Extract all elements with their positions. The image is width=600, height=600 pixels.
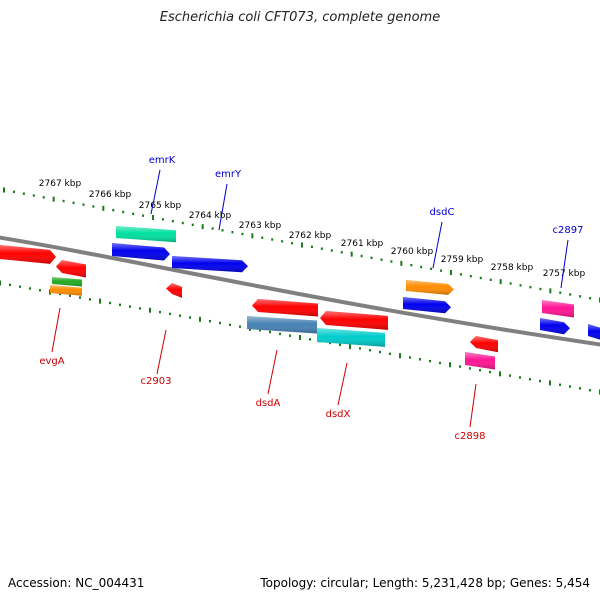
bottom-strand-gene-feature[interactable] xyxy=(56,260,86,278)
kbp-tick-label: 2766 kbp xyxy=(89,190,132,200)
bottom-gene-label[interactable]: c2903 xyxy=(141,376,172,387)
kbp-tick-label: 2762 kbp xyxy=(289,231,332,241)
kbp-tick-label: 2765 kbp xyxy=(139,201,182,211)
top-strand-gene-feature[interactable] xyxy=(406,280,454,295)
genome-summary: Topology: circular; Length: 5,231,428 bp… xyxy=(260,576,590,590)
top-leader-line xyxy=(560,239,569,289)
bottom-strand-gene-feature[interactable] xyxy=(247,316,317,334)
tick-ring-inner xyxy=(0,280,600,395)
top-strand-gene-feature[interactable] xyxy=(588,324,600,340)
bottom-leader-line xyxy=(337,362,348,406)
map-title: Escherichia coli CFT073, complete genome xyxy=(159,10,441,25)
gene-leader-lines xyxy=(51,169,569,428)
bottom-strand-gene-feature[interactable] xyxy=(320,311,388,330)
bottom-gene-label[interactable]: evgA xyxy=(39,356,64,367)
gene-label-group: emrK emrY dsdC c2897 evgA c2903 dsdA dsdX c2898 xyxy=(39,155,583,442)
top-leader-line xyxy=(150,169,161,215)
top-gene-label[interactable]: c2897 xyxy=(553,225,584,236)
top-leader-line xyxy=(218,183,228,231)
kbp-label-group: 2767 kbp 2766 kbp 2765 kbp 2764 kbp 2763 kbp… xyxy=(39,179,586,279)
top-gene-label[interactable]: emrY xyxy=(215,169,242,180)
bottom-leader-line xyxy=(267,349,278,395)
kbp-tick-label: 2760 kbp xyxy=(391,247,434,257)
tick-ring-outer xyxy=(3,187,600,303)
bottom-strand-gene-feature[interactable] xyxy=(470,336,498,353)
kbp-tick-label: 2758 kbp xyxy=(491,263,534,273)
gene-feature-group xyxy=(0,226,600,370)
bottom-gene-label[interactable]: dsdA xyxy=(256,398,281,409)
kbp-tick-label: 2767 kbp xyxy=(39,179,82,189)
bottom-gene-label[interactable]: dsdX xyxy=(326,409,351,420)
bottom-gene-label[interactable]: c2898 xyxy=(455,431,486,442)
bottom-leader-line xyxy=(51,307,61,353)
kbp-tick-label: 2761 kbp xyxy=(341,239,384,249)
top-gene-label[interactable]: emrK xyxy=(149,155,176,166)
bottom-strand-gene-feature[interactable] xyxy=(166,283,182,298)
bottom-strand-gene-feature[interactable] xyxy=(0,245,56,264)
top-strand-gene-feature[interactable] xyxy=(403,297,451,314)
top-strand-gene-feature[interactable] xyxy=(172,256,248,273)
top-strand-gene-feature[interactable] xyxy=(540,318,570,335)
accession-label: Accession: NC_004431 xyxy=(8,576,145,590)
bottom-leader-line xyxy=(469,383,477,428)
top-leader-line xyxy=(432,221,443,269)
bottom-strand-gene-feature[interactable] xyxy=(50,285,82,296)
top-strand-gene-feature[interactable] xyxy=(112,243,170,261)
bottom-leader-line xyxy=(156,329,167,375)
top-strand-gene-feature[interactable] xyxy=(116,226,176,243)
top-strand-gene-feature[interactable] xyxy=(542,300,574,318)
kbp-tick-label: 2763 kbp xyxy=(239,221,282,231)
top-gene-label[interactable]: dsdC xyxy=(430,207,455,218)
bottom-strand-gene-feature[interactable] xyxy=(252,299,318,317)
bottom-strand-gene-feature[interactable] xyxy=(52,277,82,287)
kbp-tick-label: 2759 kbp xyxy=(441,255,484,265)
genome-backbone xyxy=(0,235,600,347)
bottom-strand-gene-feature[interactable] xyxy=(317,328,385,347)
kbp-tick-label: 2764 kbp xyxy=(189,211,232,221)
kbp-tick-label: 2757 kbp xyxy=(543,269,586,279)
bottom-strand-gene-feature[interactable] xyxy=(465,352,495,370)
